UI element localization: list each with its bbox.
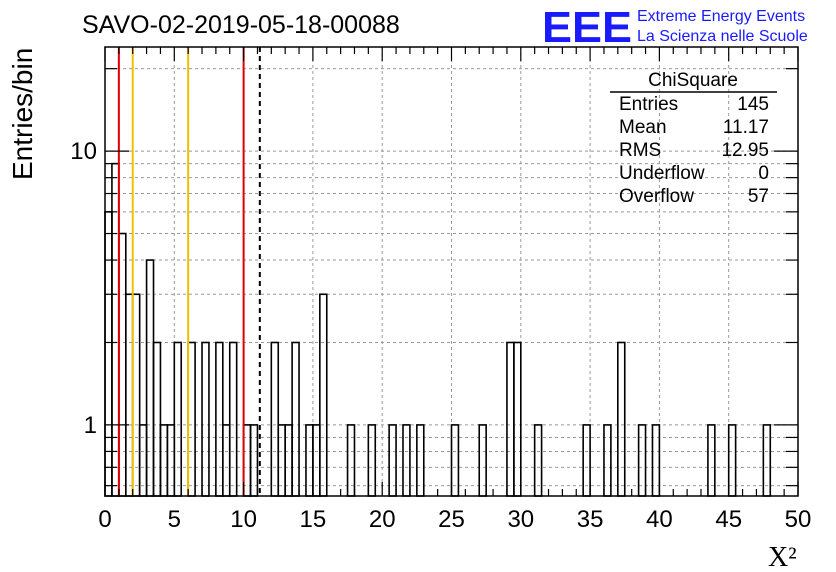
histogram-bin: [270, 341, 280, 497]
axes: [104, 46, 799, 497]
histogram-bin: [201, 341, 210, 497]
histogram-bin: [111, 162, 120, 497]
histogram-bin: [118, 232, 127, 497]
histogram-bin: [291, 341, 300, 497]
histogram-bars: [104, 162, 772, 497]
x-tick-label: 40: [646, 506, 673, 533]
histogram-bin: [617, 341, 626, 497]
stats-row-value: 0: [758, 163, 769, 184]
stats-row-value: 57: [748, 186, 769, 207]
chart-title: SAVO-02-2019-05-18-00088: [82, 11, 400, 39]
stats-row-value: 145: [737, 94, 769, 115]
x-tick-label: 10: [230, 506, 257, 533]
stats-box: ChiSquare Entries 145 Mean 11.17 RMS 12.95 Und…: [610, 70, 777, 207]
x-tick-label: 20: [369, 506, 396, 533]
eee-logo-letters: EEE: [542, 3, 632, 52]
x-tick-label: 35: [577, 506, 604, 533]
eee-logo: EEE Extreme Energy Events La Scienza nel…: [542, 3, 808, 52]
histogram-bin: [319, 293, 328, 497]
stats-row-label: RMS: [619, 140, 661, 161]
x-axis-label: X²: [768, 542, 797, 572]
eee-logo-line2: La Scienza nelle Scuole: [637, 28, 808, 45]
histogram-bin: [104, 211, 113, 497]
histogram-bin: [215, 341, 224, 497]
histogram-bin: [187, 341, 196, 497]
reference-lines: [117, 47, 261, 496]
histogram-bin: [152, 341, 162, 497]
x-tick-label: 15: [300, 506, 327, 533]
histogram-bin: [173, 341, 183, 497]
y-axis-label: Entries/bin: [7, 48, 38, 180]
histogram-bin: [131, 293, 141, 497]
histogram-bin: [513, 341, 522, 497]
stats-row-label: Mean: [619, 117, 667, 138]
y-tick-label: 1: [84, 412, 97, 439]
x-tick-label: 45: [715, 506, 742, 533]
histogram-bin: [228, 341, 238, 497]
x-tick-label: 0: [98, 506, 111, 533]
tick-labels: 0 5 10 15 20 25 30 35 40 45 50 1 10: [70, 138, 811, 533]
x-tick-label: 25: [438, 506, 465, 533]
x-tick-label: 50: [785, 506, 812, 533]
stats-row-value: 11.17: [723, 117, 769, 138]
stats-row-value: 12.95: [721, 140, 769, 161]
x-tick-label: 5: [168, 506, 181, 533]
eee-logo-line1: Extreme Energy Events: [637, 8, 805, 25]
stats-title: ChiSquare: [648, 70, 738, 91]
histogram-bin: [506, 341, 515, 497]
stats-row-label: Underflow: [619, 163, 705, 184]
histogram-bin: [124, 293, 134, 497]
y-tick-label: 10: [70, 138, 97, 165]
histogram-bin: [145, 259, 155, 497]
stats-row-label: Entries: [619, 94, 678, 115]
x-tick-label: 30: [507, 506, 534, 533]
stats-row-label: Overflow: [619, 186, 694, 207]
